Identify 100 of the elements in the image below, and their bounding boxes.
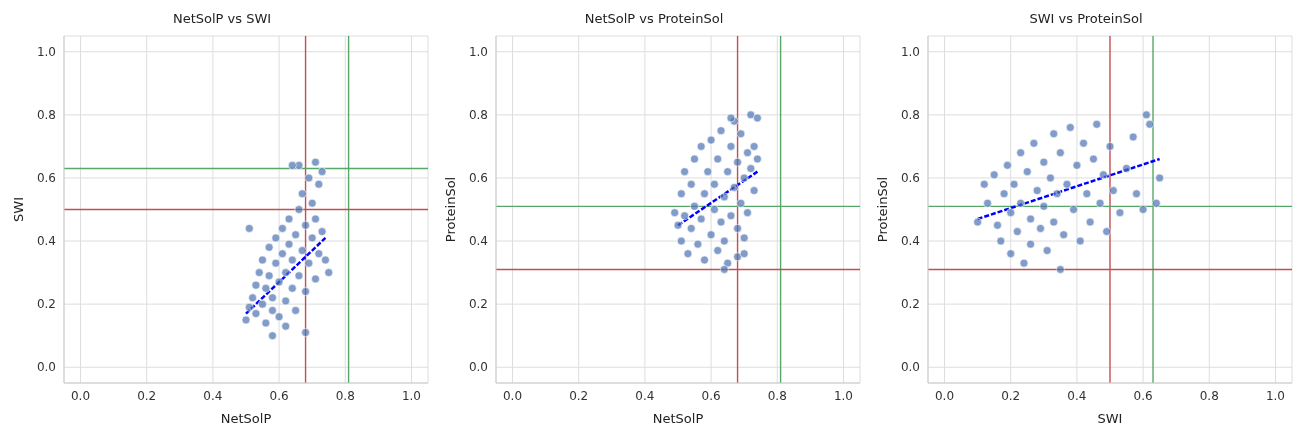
point (739, 233, 749, 243)
point (1029, 138, 1039, 148)
point (1016, 198, 1025, 208)
point (1062, 179, 1072, 189)
x-tick-label: 0.0 (935, 388, 955, 403)
point (281, 296, 291, 306)
x-tick-label: 0.8 (1199, 388, 1219, 403)
point (736, 198, 746, 208)
point (686, 179, 696, 189)
point (716, 126, 726, 135)
point (1042, 246, 1052, 255)
point (670, 208, 679, 217)
chart-title: SWI vs ProteinSol (1028, 10, 1144, 28)
chart-title: NetSolP vs ProteinSol (583, 10, 725, 28)
point (261, 284, 271, 293)
point (1039, 202, 1049, 211)
point (288, 284, 297, 293)
point (673, 220, 683, 230)
point (301, 220, 310, 230)
x-tick-label: 0.0 (71, 388, 91, 403)
point (693, 239, 703, 249)
point (291, 230, 300, 240)
point (1138, 205, 1148, 214)
point (733, 252, 742, 262)
y-axis-title: SWI (10, 197, 26, 222)
x-tick-label: 0.8 (767, 388, 787, 403)
y-tick-label: 0.0 (36, 360, 56, 375)
point (245, 302, 254, 312)
point (1046, 173, 1055, 183)
x-tick-label: 1.0 (833, 388, 853, 403)
y-tick-label: 0.4 (36, 234, 56, 249)
point (294, 271, 304, 281)
point (311, 214, 320, 224)
point (1085, 217, 1095, 227)
point (1079, 138, 1088, 148)
point (284, 239, 294, 249)
point (720, 236, 729, 246)
point (710, 179, 719, 189)
point (1009, 179, 1019, 189)
x-tick-label: 0.6 (701, 388, 721, 403)
point (677, 236, 686, 246)
point (274, 312, 284, 322)
y-tick-label: 1.0 (36, 45, 56, 60)
point (301, 328, 310, 337)
point (1065, 123, 1075, 132)
point (288, 255, 297, 265)
point (291, 306, 300, 315)
point (686, 224, 696, 233)
point (1095, 198, 1105, 208)
point (297, 189, 307, 199)
point (1105, 142, 1115, 151)
point (268, 306, 277, 315)
point (1056, 265, 1065, 274)
x-tick-label: 1.0 (1265, 388, 1285, 403)
y-tick-label: 0.6 (468, 171, 488, 186)
point (993, 220, 1002, 230)
y-tick-label: 1.0 (468, 45, 488, 60)
point (268, 293, 277, 303)
point (264, 271, 274, 281)
point (746, 110, 756, 120)
point (690, 202, 699, 211)
point (1003, 161, 1012, 170)
y-tick-label: 0.4 (468, 234, 488, 249)
point (251, 309, 261, 318)
x-tick-label: 0.6 (269, 388, 289, 403)
x-tick-label: 0.4 (203, 388, 223, 403)
point (1102, 227, 1111, 236)
point (1006, 208, 1016, 217)
point (258, 299, 267, 309)
point (700, 255, 709, 265)
point (1155, 173, 1164, 183)
point (739, 173, 749, 183)
point (245, 224, 254, 233)
point (696, 214, 706, 224)
point (749, 142, 759, 151)
point (261, 318, 271, 328)
point (720, 192, 729, 202)
point (317, 167, 327, 176)
point (1152, 198, 1161, 208)
point (317, 227, 327, 236)
point (1013, 227, 1022, 236)
y-tick-label: 0.4 (900, 234, 920, 249)
point (1082, 189, 1092, 199)
point (683, 249, 693, 258)
x-tick-label: 0.4 (635, 388, 655, 403)
point (690, 154, 699, 164)
point (1128, 132, 1138, 142)
point (713, 154, 723, 164)
point (729, 183, 739, 192)
y-axis-title: ProteinSol (874, 176, 890, 243)
y-tick-label: 0.2 (900, 297, 920, 312)
point (258, 255, 267, 265)
point (1099, 170, 1108, 180)
point (1036, 224, 1045, 233)
point (677, 189, 686, 199)
point (1092, 120, 1102, 129)
point (314, 249, 324, 258)
point (1022, 167, 1032, 176)
point (713, 246, 723, 255)
point (281, 268, 291, 277)
